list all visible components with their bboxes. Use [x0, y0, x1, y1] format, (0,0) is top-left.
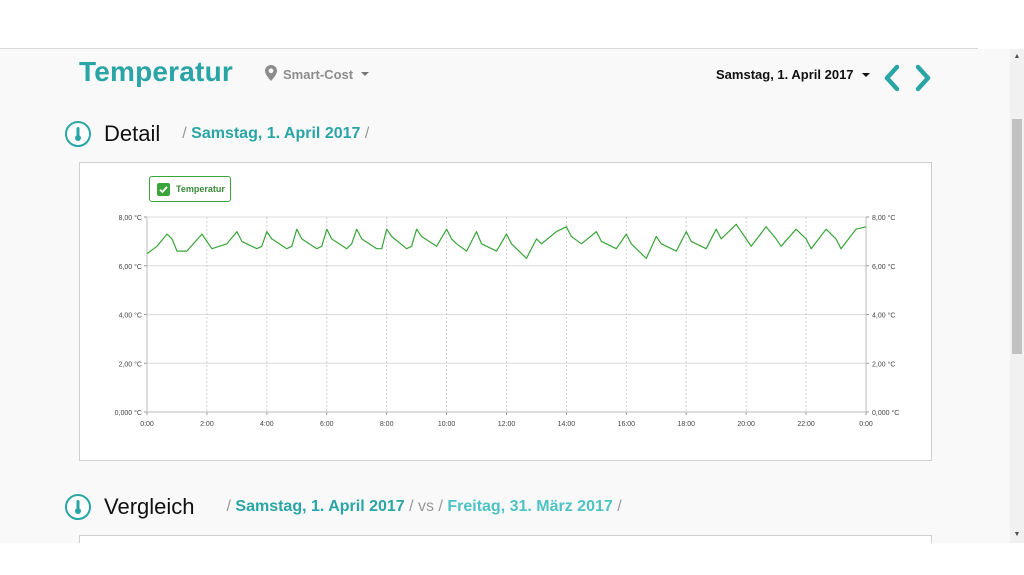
scroll-up-arrow-icon[interactable]: ▲ [1013, 53, 1021, 60]
y-tick-label-right: 4,00 °C [872, 312, 895, 320]
vergleich-title: Vergleich [104, 494, 195, 519]
detail-title: Detail [104, 121, 161, 146]
page-content: Temperatur Smart-Cost Samstag, 1. April … [0, 49, 1010, 543]
chevron-right-icon [915, 64, 931, 92]
date-selector[interactable]: Samstag, 1. April 2017 [716, 67, 870, 82]
compare-date-a[interactable]: Samstag, 1. April 2017 [235, 498, 405, 515]
chart-canvas: 0,000 °C 0,000 °C 2,00 °C 2,00 °C 4,00 °C 4,0… [115, 214, 900, 428]
detail-section-header: Detail / Samstag, 1. April 2017 / [65, 121, 369, 147]
breadcrumb-date[interactable]: Samstag, 1. April 2017 [191, 125, 361, 142]
x-tick-label: 18:00 [677, 421, 695, 428]
date-label: Samstag, 1. April 2017 [716, 67, 854, 82]
x-tick-label: 22:00 [797, 421, 815, 428]
breadcrumb: / Samstag, 1. April 2017 / [182, 125, 370, 142]
y-tick-label-right: 6,00 °C [872, 263, 895, 271]
x-tick-label: 14:00 [558, 421, 576, 428]
bottom-bar [0, 543, 1024, 575]
x-tick-label: 8:00 [380, 421, 394, 428]
y-tick-label-left: 4,00 °C [119, 312, 142, 320]
top-divider [0, 48, 978, 49]
chevron-down-icon [361, 72, 370, 76]
thermometer-icon [65, 494, 91, 520]
x-tick-label: 6:00 [320, 421, 334, 428]
page-title: Temperatur [79, 56, 233, 87]
x-tick-label: 10:00 [438, 421, 456, 428]
x-tick-label: 12:00 [498, 421, 516, 428]
y-tick-label-left: 2,00 °C [119, 360, 142, 368]
series-line-temperatur [146, 223, 867, 260]
scroll-down-arrow-icon[interactable]: ▼ [1013, 531, 1021, 538]
x-tick-label: 0:00 [859, 421, 873, 428]
legend-label: Temperatur [176, 184, 225, 194]
y-tick-label-right: 2,00 °C [872, 360, 895, 368]
y-tick-label-left: 8,00 °C [119, 214, 142, 222]
location-selector[interactable]: Smart-Cost [265, 63, 370, 85]
comparison-chart [79, 535, 932, 543]
detail-chart: Temperatur 0,000 °C 0,000 °C 2,00 °C 2,00 °… [79, 162, 932, 461]
top-bar [0, 0, 1024, 48]
y-tick-label-right: 8,00 °C [872, 214, 895, 222]
location-label: Smart-Cost [283, 66, 354, 82]
map-pin-icon [265, 64, 277, 84]
scrollbar[interactable]: ▲ ▼ [1010, 49, 1024, 543]
y-tick-label-left: 6,00 °C [119, 263, 142, 271]
next-day-button[interactable] [912, 63, 934, 93]
vergleich-section-header: Vergleich / Samstag, 1. April 2017 / vs … [65, 494, 622, 520]
compare-date-b[interactable]: Freitag, 31. März 2017 [447, 498, 613, 515]
x-tick-label: 16:00 [618, 421, 636, 428]
chevron-down-icon [861, 72, 870, 77]
legend-toggle-temperatur[interactable]: Temperatur [149, 176, 231, 202]
previous-day-button[interactable] [881, 63, 903, 93]
chevron-left-icon [884, 64, 900, 92]
y-tick-label-left: 0,000 °C [115, 409, 142, 417]
x-tick-label: 20:00 [737, 421, 755, 428]
comparison-breadcrumb: / Samstag, 1. April 2017 / vs / Freitag,… [226, 498, 622, 515]
checkbox-icon [157, 182, 170, 196]
y-tick-label-right: 0,000 °C [872, 409, 899, 417]
vs-label: vs [418, 498, 435, 515]
scroll-thumb[interactable] [1012, 119, 1022, 354]
thermometer-icon [65, 121, 91, 147]
x-tick-label: 2:00 [200, 421, 214, 428]
x-tick-label: 0:00 [140, 421, 154, 428]
x-tick-label: 4:00 [260, 421, 274, 428]
